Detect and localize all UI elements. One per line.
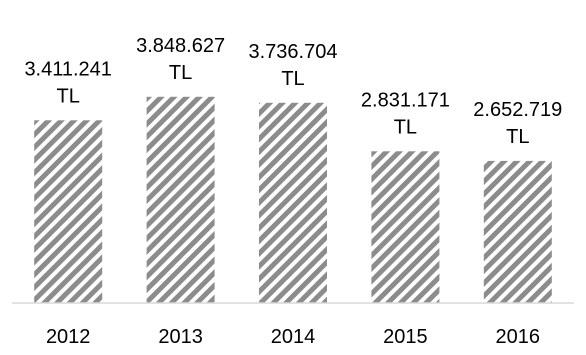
data-label-2015-unit: TL — [394, 116, 417, 138]
data-label-2012-unit: TL — [57, 85, 80, 107]
x-tick-label-2014: 2014 — [271, 326, 316, 348]
bar-2015 — [371, 151, 440, 303]
x-tick-labels-group: 2012 2013 2014 2015 2016 — [46, 326, 540, 348]
bar-2016 — [483, 160, 552, 303]
data-label-2014-unit: TL — [281, 68, 304, 90]
data-label-2016-value: 2.652.719 — [473, 99, 562, 121]
bar-2014 — [259, 102, 327, 303]
x-tick-label-2013: 2013 — [158, 326, 203, 348]
data-label-2016-unit: TL — [506, 126, 529, 148]
data-labels-group: 3.411.241 TL 3.848.627 TL 3.736.704 TL 2.831.1… — [24, 35, 562, 148]
data-label-2013-value: 3.848.627 — [136, 35, 225, 57]
bar-2012 — [34, 120, 103, 303]
data-label-2013-unit: TL — [169, 62, 192, 84]
x-tick-label-2016: 2016 — [496, 326, 541, 348]
bar-2013 — [146, 96, 215, 303]
x-tick-label-2015: 2015 — [383, 326, 428, 348]
bars-group — [34, 96, 552, 303]
data-label-2015-value: 2.831.171 — [361, 89, 450, 111]
data-label-2014-value: 3.736.704 — [249, 41, 338, 63]
x-tick-label-2012: 2012 — [46, 326, 91, 348]
data-label-2012-value: 3.411.241 — [24, 58, 112, 80]
